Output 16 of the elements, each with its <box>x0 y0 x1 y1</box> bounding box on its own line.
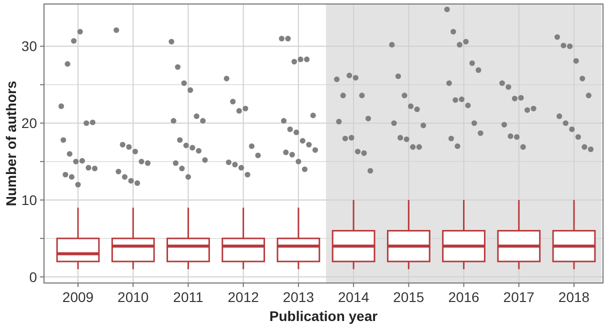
y-tick-label: 10 <box>21 192 38 208</box>
x-tick-label: 2016 <box>448 289 480 305</box>
y-axis-title: Number of authors <box>3 80 19 206</box>
x-axis-title: Publication year <box>269 308 378 324</box>
x-tick-label: 2009 <box>62 289 94 305</box>
y-tick-label: 20 <box>21 115 38 132</box>
x-tick-label: 2012 <box>228 289 260 305</box>
y-tick-label: 30 <box>21 38 38 54</box>
x-tick-label: 2014 <box>338 289 370 305</box>
x-tick-label: 2015 <box>393 289 424 305</box>
x-tick-label: 2013 <box>282 289 314 305</box>
x-tick-label: 2010 <box>118 289 149 305</box>
x-tick-label: 2018 <box>558 289 590 305</box>
x-tick-label: 2017 <box>503 289 535 305</box>
x-tick-label: 2011 <box>173 289 204 305</box>
y-tick-label: 0 <box>29 268 38 285</box>
